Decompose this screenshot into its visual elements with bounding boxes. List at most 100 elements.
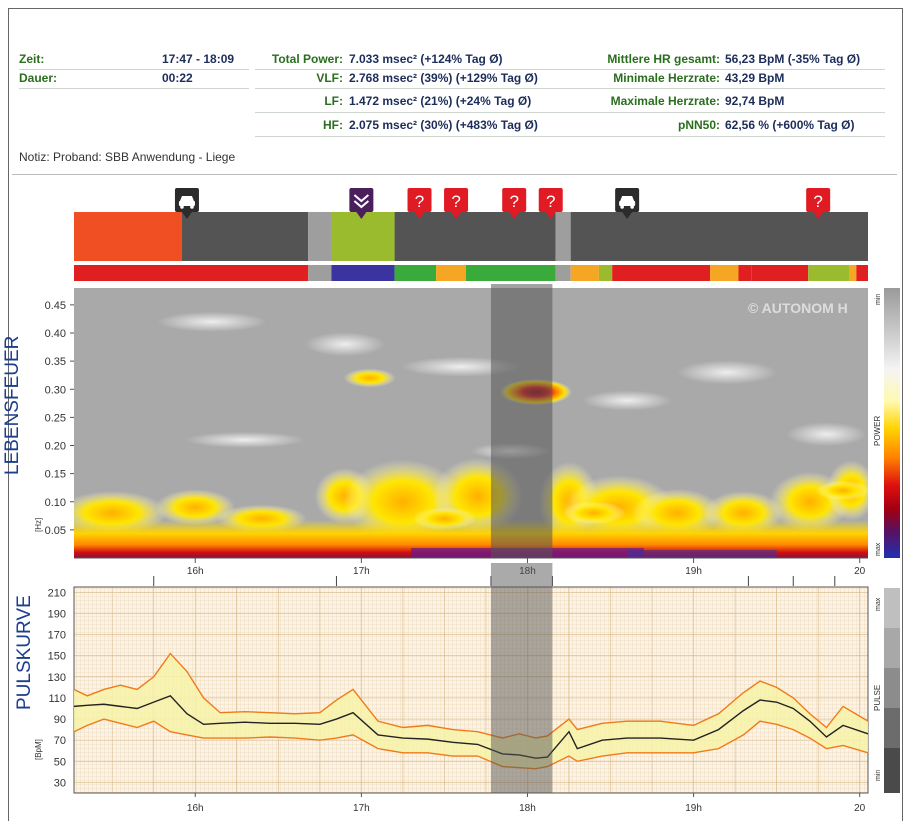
pulse-colorbar <box>884 588 900 793</box>
activity-block <box>555 212 571 261</box>
marker-pointer <box>813 212 824 219</box>
zone-block <box>466 265 556 281</box>
divider <box>12 174 897 175</box>
heatmap-x-tick-label: 19h <box>685 566 702 577</box>
activity-block <box>394 212 556 261</box>
activity-block <box>331 212 395 261</box>
zone-block <box>856 265 868 281</box>
min-hr-label: Minimale Herzrate: <box>613 71 720 85</box>
selection-pulse <box>490 563 553 793</box>
event-markers: ????? <box>174 188 831 219</box>
zone-block <box>570 265 599 281</box>
pulse-y-tick-label: 190 <box>48 608 66 620</box>
marker-pointer <box>545 212 556 219</box>
car-body <box>619 201 636 206</box>
heatmap-cell <box>155 489 236 526</box>
zone-block <box>738 265 752 281</box>
pulse-major-grid <box>73 586 869 794</box>
question-icon: ? <box>806 188 831 219</box>
pulse-y-tick-label: 150 <box>48 651 66 663</box>
zone-block <box>849 265 857 281</box>
pulse-y-tick-label: 50 <box>54 756 66 768</box>
power-colorbar-label: POWER <box>873 416 882 446</box>
row-separator <box>19 69 249 70</box>
question-mark: ? <box>451 192 460 211</box>
pulse-x-tick-label: 17h <box>353 803 370 814</box>
duration-value: 00:22 <box>162 71 193 85</box>
time-selection[interactable] <box>490 284 553 793</box>
power-colorbar-max: max <box>875 542 882 556</box>
heatmap-y-axis: 0.05 0.10 0.15 0.20 0.25 0.30 0.35 0.40 0.45 <box>45 300 74 537</box>
min-hr-value: 43,29 BpM <box>725 71 785 85</box>
marker-body <box>806 188 831 212</box>
time-value: 17:47 - 18:09 <box>162 52 235 66</box>
row-separator <box>255 136 885 137</box>
heatmap-y-tick-label: 0.20 <box>45 441 66 453</box>
max-hr-label: Maximale Herzrate: <box>610 94 720 108</box>
heatmap-y-tick-label: 0.30 <box>45 384 66 396</box>
zone-block <box>308 265 332 281</box>
pulse-y-label: [BpM] <box>34 739 43 760</box>
pulse-y-tick-label: 110 <box>48 693 66 705</box>
heatmap-y-tick-label: 0.05 <box>45 525 66 537</box>
zone-block <box>612 265 711 281</box>
question-mark: ? <box>546 192 555 211</box>
activity-block <box>570 212 868 261</box>
hf-label: HF: <box>323 118 343 132</box>
power-colorbar-min: min <box>875 294 882 305</box>
marker-body <box>502 188 527 212</box>
marker-pointer <box>622 212 633 219</box>
marker-pointer <box>356 212 367 219</box>
pnn50-label: pNN50: <box>677 118 720 132</box>
pulse-colorbar-max: max <box>875 597 882 611</box>
question-icon: ? <box>407 188 432 219</box>
pulse-y-tick-label: 170 <box>48 630 66 642</box>
heatmap-hotspot <box>815 480 868 501</box>
zone-block <box>436 265 467 281</box>
heatmap-hotspot <box>562 501 626 525</box>
pulse-range-band <box>74 653 868 769</box>
heatmap-y-tick-label: 0.40 <box>45 328 66 340</box>
heatmap-x-tick-label: 20 <box>854 566 866 577</box>
heatmap-hotspot <box>343 368 396 388</box>
lf-value: 1.472 msec² (21%) (+24% Tag Ø) <box>349 94 532 108</box>
marker-pointer <box>451 212 462 219</box>
question-icon: ? <box>444 188 469 219</box>
selection-heatmap <box>490 284 553 558</box>
marker-pointer <box>509 212 520 219</box>
zone-block <box>710 265 739 281</box>
pulse-max-line <box>73 652 869 739</box>
pulse-x-tick-label: 16h <box>187 803 204 814</box>
row-separator <box>255 88 885 89</box>
pulse-x-tick-label: 18h <box>519 803 536 814</box>
watermark: © AUTONOM H <box>748 300 848 316</box>
heatmap-x-tick-label: 16h <box>187 566 204 577</box>
question-mark: ? <box>415 192 424 211</box>
pulse-x-tick-label: 20 <box>854 803 866 814</box>
total-power-value: 7.033 msec² (+124% Tag Ø) <box>349 52 503 66</box>
mean-hr-value: 56,23 BpM (-35% Tag Ø) <box>725 52 861 66</box>
total-power-label: Total Power: <box>271 52 343 66</box>
chevron-stroke <box>353 194 370 203</box>
heatmap-cell <box>627 550 777 558</box>
heatmap-y-label: [Hz] <box>34 518 43 532</box>
heatmap-cell <box>156 311 267 332</box>
pnn50-value: 62,56 % (+600% Tag Ø) <box>725 118 855 132</box>
zone-bar <box>74 265 868 281</box>
report-frame <box>8 8 903 821</box>
zone-block <box>74 265 309 281</box>
car-roof <box>620 196 635 201</box>
chevron-stroke <box>353 200 370 209</box>
time-label: Zeit: <box>19 52 45 66</box>
heatmap-y-tick-label: 0.45 <box>45 300 66 312</box>
car-wheel <box>620 205 624 209</box>
max-hr-value: 92,74 BpM <box>725 94 785 108</box>
pulse-y-tick-label: 130 <box>48 672 66 684</box>
activity-block <box>181 212 309 261</box>
question-icon: ? <box>538 188 563 219</box>
marker-body <box>538 188 563 212</box>
question-mark: ? <box>813 192 822 211</box>
row-separator <box>255 69 885 70</box>
pulse-min-line <box>73 718 869 770</box>
